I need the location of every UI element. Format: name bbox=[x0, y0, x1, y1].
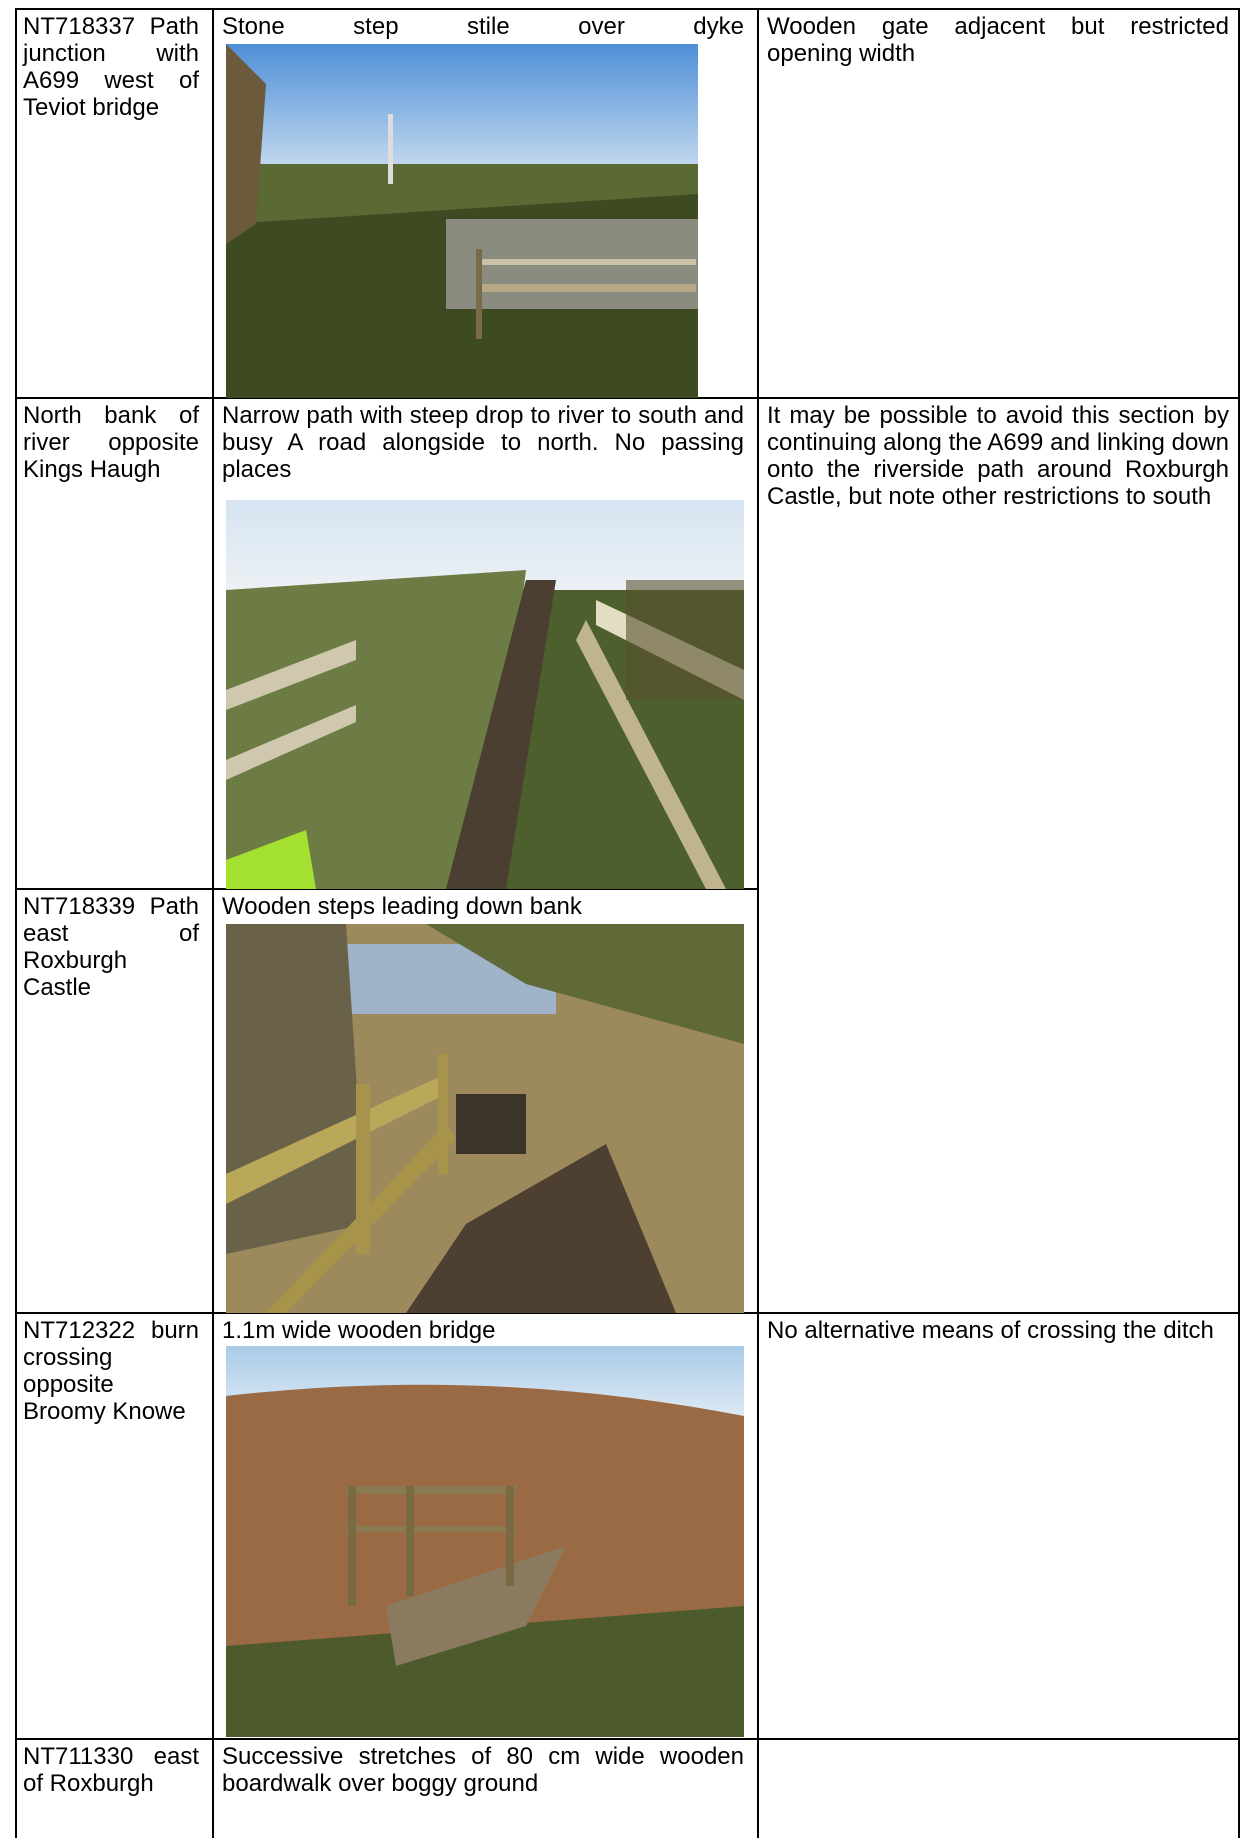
description: Stone step stile over dyke bbox=[222, 13, 744, 40]
location: NT718339 Path east of Roxburgh Castle bbox=[23, 893, 199, 1001]
location: NT712322 burn crossing opposite Broomy K… bbox=[23, 1317, 199, 1425]
description: Successive stretches of 80 cm wide woode… bbox=[222, 1743, 744, 1797]
table-border bbox=[1238, 9, 1240, 1838]
notes: Wooden gate adjacent but restricted open… bbox=[767, 13, 1229, 67]
table-border bbox=[15, 8, 1240, 10]
location: NT711330 east of Roxburgh bbox=[23, 1743, 199, 1797]
location: North bank of river opposite Kings Haugh bbox=[23, 402, 199, 483]
table-border bbox=[15, 888, 759, 890]
photo bbox=[226, 1346, 744, 1737]
description: Wooden steps leading down bank bbox=[222, 893, 582, 920]
description: Narrow path with steep drop to river to … bbox=[222, 402, 744, 483]
table-border bbox=[757, 9, 759, 1838]
notes: It may be possible to avoid this section… bbox=[767, 402, 1229, 510]
description: 1.1m wide wooden bridge bbox=[222, 1317, 496, 1344]
table-border bbox=[15, 1738, 1240, 1740]
table-border bbox=[15, 1312, 1240, 1314]
photo bbox=[226, 44, 698, 398]
photo bbox=[226, 924, 744, 1313]
table-border bbox=[212, 9, 214, 1838]
table-border bbox=[15, 9, 17, 1838]
notes: No alternative means of crossing the dit… bbox=[767, 1317, 1214, 1344]
table-border bbox=[15, 397, 1240, 399]
location: NT718337 Path junction with A699 west of… bbox=[23, 13, 199, 121]
photo bbox=[226, 500, 744, 889]
